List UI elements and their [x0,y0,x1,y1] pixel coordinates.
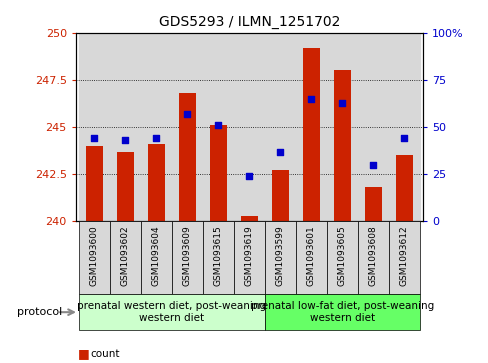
Bar [203,33,233,221]
Bar [79,294,264,330]
Bar [233,221,264,294]
Bar [264,294,419,330]
Bar [264,221,295,294]
Text: GSM1093604: GSM1093604 [152,225,161,286]
Point [369,162,377,168]
Bar [233,33,264,221]
Bar [117,152,134,221]
Bar [209,125,226,221]
Bar [172,221,203,294]
Text: GSM1093605: GSM1093605 [337,225,346,286]
Bar [326,221,357,294]
Bar [271,171,288,221]
Bar [172,33,203,221]
Text: prenatal western diet, post-weaning
western diet: prenatal western diet, post-weaning west… [77,301,266,323]
Bar [326,33,357,221]
Point [276,149,284,155]
Text: prenatal low-fat diet, post-weaning
western diet: prenatal low-fat diet, post-weaning west… [250,301,433,323]
Point [245,173,253,179]
Text: GSM1093619: GSM1093619 [244,225,253,286]
Text: count: count [90,349,120,359]
Bar [395,155,412,221]
Text: GSM1093599: GSM1093599 [275,225,285,286]
Point [307,96,315,102]
Text: GSM1093612: GSM1093612 [399,225,408,286]
Bar [203,221,233,294]
Bar [86,146,102,221]
Bar [241,216,257,221]
Bar [141,33,172,221]
Point [400,135,407,141]
Bar [357,221,388,294]
Text: GSM1093601: GSM1093601 [306,225,315,286]
Point [183,111,191,117]
Bar [388,33,419,221]
Title: GDS5293 / ILMN_1251702: GDS5293 / ILMN_1251702 [159,15,339,29]
Text: GSM1093609: GSM1093609 [183,225,191,286]
Bar [333,70,350,221]
Text: GSM1093600: GSM1093600 [90,225,99,286]
Bar [110,33,141,221]
Bar [302,48,319,221]
Bar [79,221,110,294]
Bar [264,33,295,221]
Point [152,135,160,141]
Bar [295,33,326,221]
Text: GSM1093615: GSM1093615 [213,225,223,286]
Bar [147,144,164,221]
Text: ■: ■ [78,347,90,360]
Point [338,99,346,105]
Bar [141,221,172,294]
Text: protocol: protocol [17,307,62,317]
Point [90,135,98,141]
Bar [295,221,326,294]
Bar [79,33,110,221]
Bar [357,33,388,221]
Point [214,122,222,128]
Bar [364,187,381,221]
Text: GSM1093602: GSM1093602 [121,225,130,286]
Bar [179,93,196,221]
Point [121,137,129,143]
Text: GSM1093608: GSM1093608 [368,225,377,286]
Bar [110,221,141,294]
Bar [388,221,419,294]
